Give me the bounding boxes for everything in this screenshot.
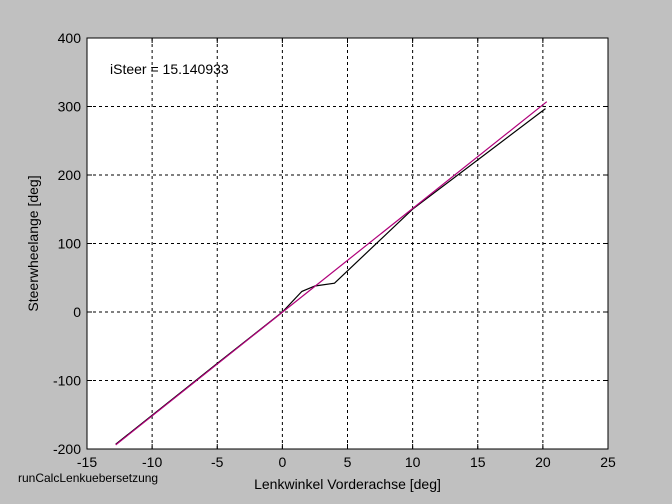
y-tick-label: 400 <box>58 30 82 46</box>
x-tick-label: -15 <box>77 454 97 470</box>
x-tick-label: 10 <box>405 454 421 470</box>
y-tick-label: 0 <box>73 304 81 320</box>
x-axis-label: Lenkwinkel Vorderachse [deg] <box>254 476 441 492</box>
axis-ticks: -15 -10 -5 0 5 10 15 20 25 -200 -100 0 100 200 300 400 <box>53 30 616 470</box>
y-tick-label: 300 <box>58 99 82 115</box>
x-tick-label: 25 <box>600 454 616 470</box>
grid-lines <box>87 38 608 449</box>
x-tick-label: -5 <box>211 454 224 470</box>
y-tick-label: -200 <box>53 441 81 457</box>
x-tick-label: 20 <box>535 454 551 470</box>
y-tick-label: -100 <box>53 373 81 389</box>
series-line-2 <box>115 101 548 446</box>
x-tick-label: -10 <box>142 454 162 470</box>
x-tick-label: 15 <box>470 454 486 470</box>
x-tick-label: 5 <box>344 454 352 470</box>
x-tick-label: 0 <box>278 454 286 470</box>
figure-footer-label: runCalcLenkuebersetzung <box>18 471 158 485</box>
y-axis-label: Steerwheelange [deg] <box>25 175 41 311</box>
y-tick-label: 100 <box>58 236 82 252</box>
y-tick-label: 200 <box>58 167 82 183</box>
data-series <box>115 101 548 446</box>
isteer-annotation: iSteer = 15.140933 <box>110 61 229 77</box>
